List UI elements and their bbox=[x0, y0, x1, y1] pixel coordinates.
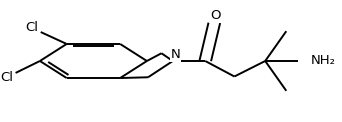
Text: O: O bbox=[210, 9, 221, 22]
Text: NH₂: NH₂ bbox=[311, 55, 336, 67]
Text: Cl: Cl bbox=[25, 21, 38, 34]
Text: N: N bbox=[171, 48, 180, 61]
Text: Cl: Cl bbox=[0, 71, 13, 84]
